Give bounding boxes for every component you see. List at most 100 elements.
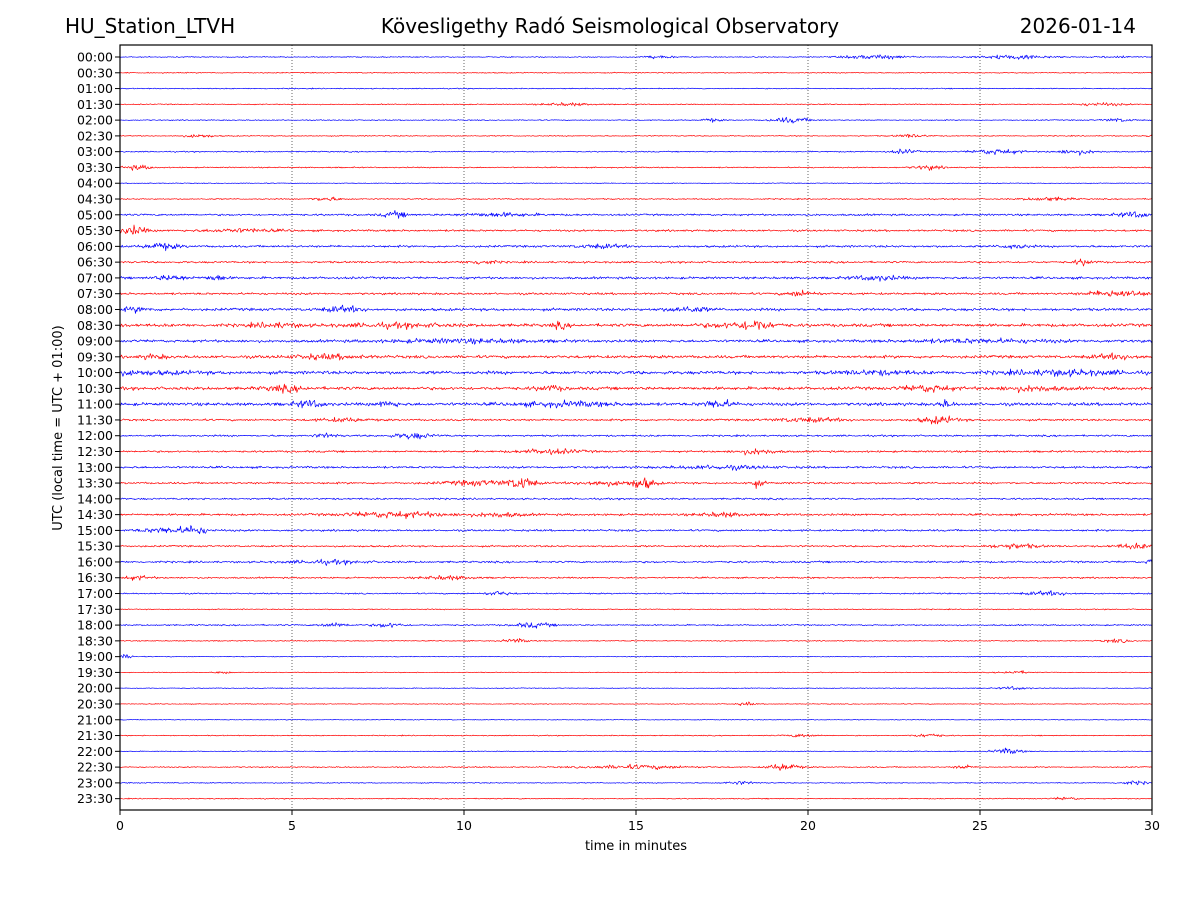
trace-1100 <box>119 399 1153 409</box>
trace-0930 <box>119 352 1153 361</box>
x-tick-label: 0 <box>116 818 124 833</box>
y-tick-label: 03:30 <box>77 160 113 175</box>
trace-1700 <box>119 590 1153 596</box>
trace-0800 <box>119 304 1153 314</box>
y-tick-label: 09:00 <box>77 334 113 349</box>
trace-1900 <box>119 654 1153 659</box>
y-tick-label: 02:30 <box>77 128 113 143</box>
trace-2200 <box>119 747 1153 754</box>
y-tick-label: 01:30 <box>77 97 113 112</box>
trace-0730 <box>119 289 1153 297</box>
y-tick-label: 15:30 <box>77 539 113 554</box>
trace-0430 <box>119 196 1153 202</box>
trace-1300 <box>119 464 1153 471</box>
trace-1800 <box>119 622 1153 629</box>
y-tick-label: 20:30 <box>77 696 113 711</box>
y-tick-label: 04:00 <box>77 176 113 191</box>
y-tick-label: 07:30 <box>77 286 113 301</box>
trace-1830 <box>119 638 1153 643</box>
trace-1530 <box>119 542 1153 550</box>
trace-0000 <box>119 54 1153 60</box>
y-tick-label: 12:30 <box>77 444 113 459</box>
trace-1030 <box>119 383 1153 394</box>
trace-0200 <box>119 116 1153 124</box>
y-tick-label: 02:00 <box>77 113 113 128</box>
y-tick-label: 14:00 <box>77 491 113 506</box>
y-tick-label: 18:00 <box>77 618 113 633</box>
trace-1330 <box>119 477 1153 489</box>
trace-2000 <box>119 686 1153 690</box>
trace-2100 <box>119 718 1153 721</box>
y-tick-label: 07:00 <box>77 270 113 285</box>
trace-1730 <box>119 608 1153 611</box>
trace-1130 <box>119 415 1153 425</box>
y-tick-label: 00:00 <box>77 50 113 65</box>
trace-1230 <box>119 448 1153 456</box>
y-tick-label: 13:00 <box>77 460 113 475</box>
y-tick-label: 11:00 <box>77 397 113 412</box>
trace-2300 <box>119 780 1153 786</box>
trace-2030 <box>119 701 1153 706</box>
y-tick-label: 19:30 <box>77 665 113 680</box>
y-tick-label: 13:30 <box>77 476 113 491</box>
y-tick-label: 00:30 <box>77 65 113 80</box>
y-tick-label: 03:00 <box>77 144 113 159</box>
trace-0900 <box>119 337 1153 345</box>
x-axis-label: time in minutes <box>585 839 687 854</box>
y-tick-label: 06:00 <box>77 239 113 254</box>
trace-1600 <box>119 558 1153 566</box>
y-tick-label: 22:30 <box>77 760 113 775</box>
trace-2330 <box>119 796 1153 801</box>
y-tick-label: 11:30 <box>77 412 113 427</box>
seismic-traces <box>119 54 1153 801</box>
trace-0830 <box>119 320 1153 331</box>
trace-0600 <box>119 242 1153 252</box>
station-name: HU_Station_LTVH <box>65 14 236 38</box>
y-tick-label: 23:30 <box>77 791 113 806</box>
y-tick-label: 21:00 <box>77 712 113 727</box>
trace-0400 <box>119 182 1153 185</box>
trace-0330 <box>119 164 1153 171</box>
x-axis: 0 5 10 15 20 25 30 <box>116 810 1160 833</box>
trace-1000 <box>119 368 1153 378</box>
y-tick-label: 16:00 <box>77 554 113 569</box>
trace-0100 <box>119 87 1153 90</box>
trace-1200 <box>119 432 1153 440</box>
x-tick-label: 10 <box>456 818 472 833</box>
y-tick-label: 22:00 <box>77 744 113 759</box>
trace-0500 <box>119 210 1153 219</box>
trace-0700 <box>119 274 1153 282</box>
x-tick-label: 20 <box>800 818 816 833</box>
x-tick-label: 30 <box>1144 818 1160 833</box>
x-tick-label: 15 <box>628 818 644 833</box>
trace-0630 <box>119 258 1153 267</box>
trace-1500 <box>119 525 1153 535</box>
y-tick-label: 10:30 <box>77 381 113 396</box>
x-tick-label: 5 <box>288 818 296 833</box>
y-tick-label: 15:00 <box>77 523 113 538</box>
chart-title: Kövesligethy Radó Seismological Observat… <box>380 14 840 38</box>
y-tick-label: 21:30 <box>77 728 113 743</box>
y-tick-label: 09:30 <box>77 349 113 364</box>
y-axis: 00:0000:3001:0001:3002:0002:3003:0003:30… <box>77 50 120 806</box>
y-tick-label: 16:30 <box>77 570 113 585</box>
trace-1930 <box>119 670 1153 675</box>
y-tick-label: 17:30 <box>77 602 113 617</box>
y-tick-label: 10:00 <box>77 365 113 380</box>
y-tick-label: 08:30 <box>77 318 113 333</box>
y-tick-label: 05:30 <box>77 223 113 238</box>
y-axis-label: UTC (local time = UTC + 01:00) <box>51 325 66 530</box>
trace-2230 <box>119 763 1153 771</box>
y-tick-label: 17:00 <box>77 586 113 601</box>
trace-0300 <box>119 148 1153 156</box>
y-tick-label: 01:00 <box>77 81 113 96</box>
trace-0530 <box>119 224 1153 235</box>
y-tick-label: 19:00 <box>77 649 113 664</box>
y-tick-label: 06:30 <box>77 255 113 270</box>
y-tick-label: 20:00 <box>77 681 113 696</box>
y-tick-label: 23:00 <box>77 775 113 790</box>
x-tick-label: 25 <box>972 818 988 833</box>
trace-1400 <box>119 497 1153 501</box>
y-tick-label: 05:00 <box>77 207 113 222</box>
